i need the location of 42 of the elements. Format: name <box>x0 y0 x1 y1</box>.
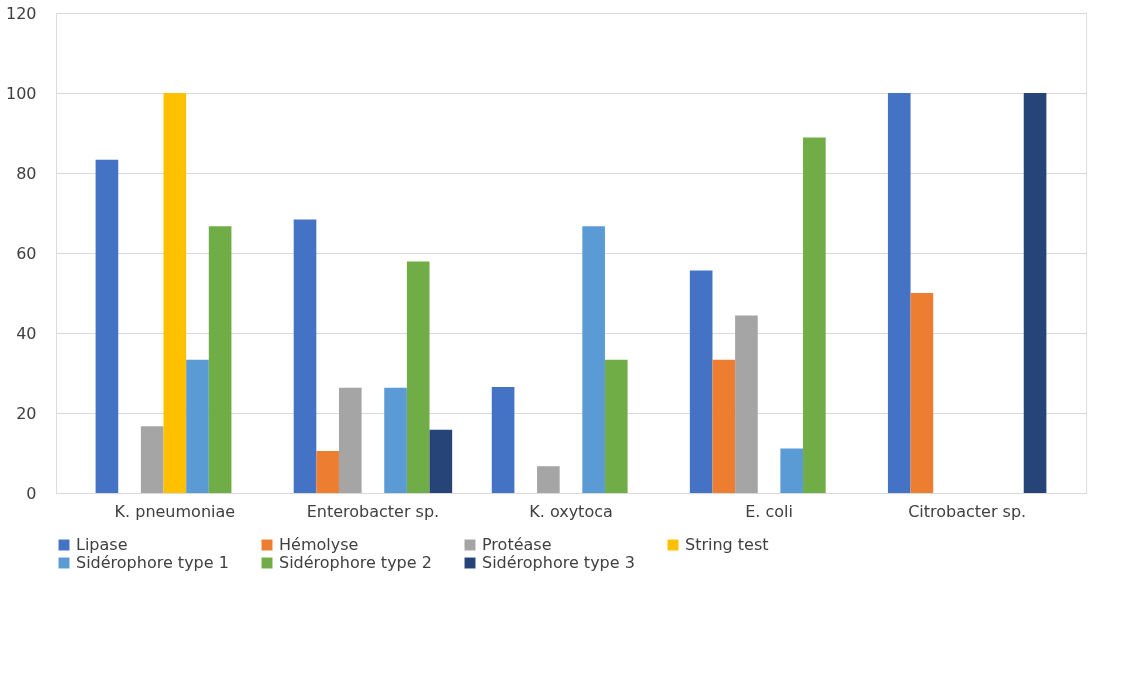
bar <box>803 137 826 493</box>
x-tick-label: K. pneumoniae <box>114 501 236 521</box>
bar <box>712 359 736 493</box>
bar <box>491 387 515 493</box>
bar <box>293 219 317 493</box>
legend-label: Lipase <box>76 535 128 554</box>
bar <box>95 159 119 493</box>
x-tick-label: K. oxytoca <box>529 501 613 521</box>
bar <box>780 448 804 493</box>
bar <box>316 451 339 493</box>
bar <box>910 293 934 493</box>
bar <box>429 429 453 493</box>
y-tick-label: 40 <box>16 323 37 343</box>
bar <box>338 387 362 493</box>
y-tick-label: 0 <box>26 483 37 503</box>
bar <box>384 387 407 493</box>
x-tick-label: E. coli <box>745 501 793 521</box>
legend-label: Sidérophore type 3 <box>482 553 635 572</box>
legend-label: String test <box>685 535 769 554</box>
x-tick-label: Citrobacter sp. <box>908 501 1027 521</box>
bar <box>582 226 605 493</box>
y-tick-label: 20 <box>16 403 37 423</box>
bar <box>735 315 758 493</box>
bar <box>163 93 187 493</box>
y-tick-label: 60 <box>16 243 37 263</box>
y-tick-label: 100 <box>5 83 37 103</box>
y-tick-label: 120 <box>5 3 37 23</box>
bar <box>1023 93 1047 493</box>
y-tick-label: 80 <box>16 163 37 183</box>
legend-label: Sidérophore type 1 <box>76 553 229 572</box>
legend-label: Sidérophore type 2 <box>279 553 432 572</box>
legend-label: Protéase <box>482 535 552 554</box>
x-tick-label: Enterobacter sp. <box>306 501 440 521</box>
bar <box>887 93 911 493</box>
bar <box>186 359 209 493</box>
bar <box>140 426 164 493</box>
bar <box>406 261 430 493</box>
bar <box>208 226 232 493</box>
bar <box>689 270 713 493</box>
legend-label: Hémolyse <box>279 535 359 554</box>
bar <box>537 466 560 493</box>
bar <box>604 359 628 493</box>
